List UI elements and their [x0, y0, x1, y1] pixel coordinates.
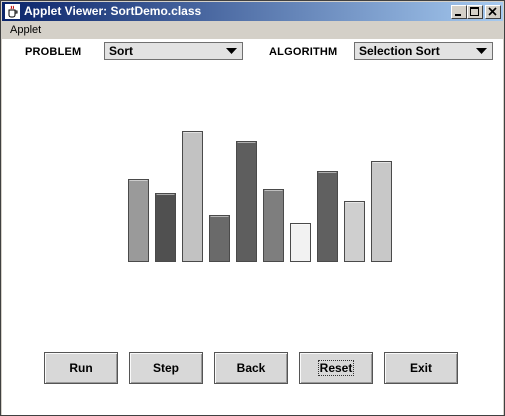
step-button[interactable]: Step: [129, 352, 203, 384]
bar-6: [263, 189, 284, 262]
window-title: Applet Viewer: SortDemo.class: [24, 4, 202, 18]
bar-7: [290, 223, 311, 262]
bar-5: [236, 141, 257, 262]
chevron-down-icon: [226, 48, 237, 54]
algorithm-select-value: Selection Sort: [359, 44, 440, 58]
exit-button-label: Exit: [409, 361, 432, 375]
bar-9: [344, 201, 365, 262]
bar-1: [128, 179, 149, 262]
algorithm-select[interactable]: Selection Sort: [354, 42, 493, 60]
reset-button[interactable]: Reset: [299, 352, 373, 384]
algorithm-label: ALGORITHM: [269, 46, 338, 58]
problem-select[interactable]: Sort: [104, 42, 243, 60]
applet-content: PROBLEM Sort ALGORITHM Selection Sort Ru…: [2, 39, 503, 415]
back-button[interactable]: Back: [214, 352, 288, 384]
close-button[interactable]: [485, 5, 501, 19]
run-button-label: Run: [69, 361, 93, 375]
bar-10: [371, 161, 392, 262]
bar-4: [209, 215, 230, 262]
reset-button-label: Reset: [317, 360, 355, 376]
bar-8: [317, 171, 338, 262]
maximize-button[interactable]: [467, 5, 483, 19]
java-cup-icon: [5, 4, 20, 19]
sort-bar-chart: [128, 131, 392, 262]
menu-item-applet[interactable]: Applet: [10, 24, 42, 36]
minimize-icon: [455, 14, 461, 16]
minimize-button[interactable]: [451, 5, 467, 19]
step-button-label: Step: [152, 361, 179, 375]
problem-select-value: Sort: [109, 44, 133, 58]
back-button-label: Back: [236, 361, 266, 375]
menu-bar: Applet: [2, 22, 503, 39]
maximize-icon: [470, 7, 479, 16]
title-bar[interactable]: Applet Viewer: SortDemo.class: [2, 2, 503, 21]
close-icon: [488, 7, 497, 16]
bar-2: [155, 193, 176, 262]
run-button[interactable]: Run: [44, 352, 118, 384]
exit-button[interactable]: Exit: [384, 352, 458, 384]
chevron-down-icon: [476, 48, 487, 54]
bar-3: [182, 131, 203, 262]
problem-label: PROBLEM: [25, 46, 82, 58]
